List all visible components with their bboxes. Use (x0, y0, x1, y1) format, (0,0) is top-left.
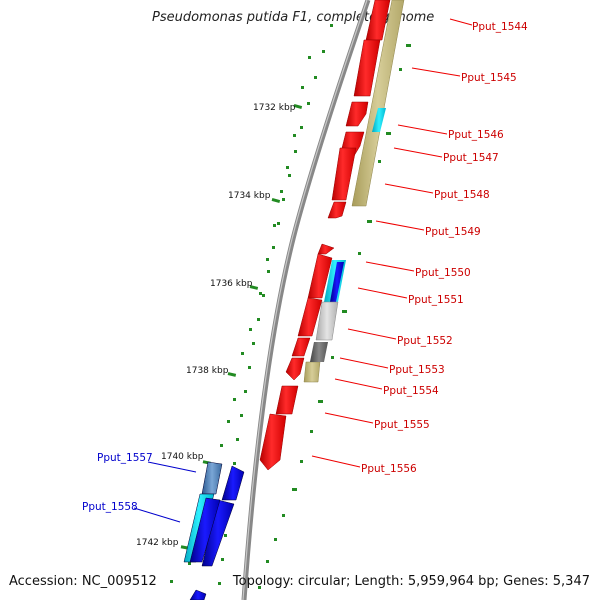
cds-arrow (221, 465, 245, 501)
scale-labels: 1732 kbp 1734 kbp 1736 kbp 1738 kbp 1740… (136, 103, 296, 548)
cds-arrow (353, 39, 381, 97)
right-gene-labels: Pput_1544 Pput_1545 Pput_1546 Pput_1547 … (311, 18, 528, 475)
cds-arrow (297, 297, 323, 337)
cds-arrow (189, 589, 207, 600)
cds-arrow (189, 497, 221, 563)
olive-feature-track (303, 0, 405, 383)
gene-label: Pput_1556 (361, 463, 417, 475)
gene-label: Pput_1546 (448, 129, 504, 141)
gene-label: Pput_1557 (97, 452, 153, 464)
gene-label: Pput_1549 (425, 226, 481, 238)
cds-arrow (345, 101, 369, 127)
scale-label: 1742 kbp (136, 538, 179, 548)
red-cds-arrows (259, 0, 391, 471)
gene-label: Pput_1550 (415, 267, 471, 279)
cds-arrow (285, 357, 305, 381)
gene-label: Pput_1544 (472, 21, 528, 33)
outer-left-dotted-track (170, 56, 311, 583)
genome-backbone-highlight (242, 0, 368, 600)
blue-cds-arrows (183, 461, 245, 600)
scale-label: 1734 kbp (228, 191, 271, 201)
cds-arrow (201, 461, 223, 495)
gene-label: Pput_1554 (383, 385, 439, 397)
cds-arrow (317, 243, 335, 255)
cds-arrow (259, 413, 287, 471)
gene-label: Pput_1555 (374, 419, 430, 431)
cds-arrow (275, 385, 299, 415)
cds-arrow (331, 147, 357, 201)
cds-arrow (365, 0, 391, 41)
cds-arrow (291, 337, 311, 357)
cds-arrow (307, 253, 333, 299)
left-gene-labels: Pput_1557 Pput_1558 (82, 452, 197, 523)
gene-label: Pput_1558 (82, 501, 138, 513)
accession-label: Accession: NC_009512 (9, 574, 157, 589)
gene-label: Pput_1548 (434, 189, 490, 201)
gene-label: Pput_1551 (408, 294, 464, 306)
gene-label: Pput_1547 (443, 152, 499, 164)
gene-label: Pput_1552 (397, 335, 453, 347)
topology-label: Topology: circular; Length: 5,959,964 bp… (232, 574, 590, 589)
scale-label: 1732 kbp (253, 103, 296, 113)
genome-backbone (241, 0, 371, 600)
gene-label: Pput_1545 (461, 72, 517, 84)
scale-label: 1738 kbp (186, 366, 229, 376)
cds-arrow (327, 201, 347, 219)
gene-label: Pput_1553 (389, 364, 445, 376)
outer-right-dotted-track (258, 44, 411, 589)
feature-blocks-1550-1553 (310, 260, 346, 362)
scale-label: 1736 kbp (210, 279, 253, 289)
inner-tick-track (180, 24, 333, 585)
scale-label: 1740 kbp (161, 452, 204, 462)
